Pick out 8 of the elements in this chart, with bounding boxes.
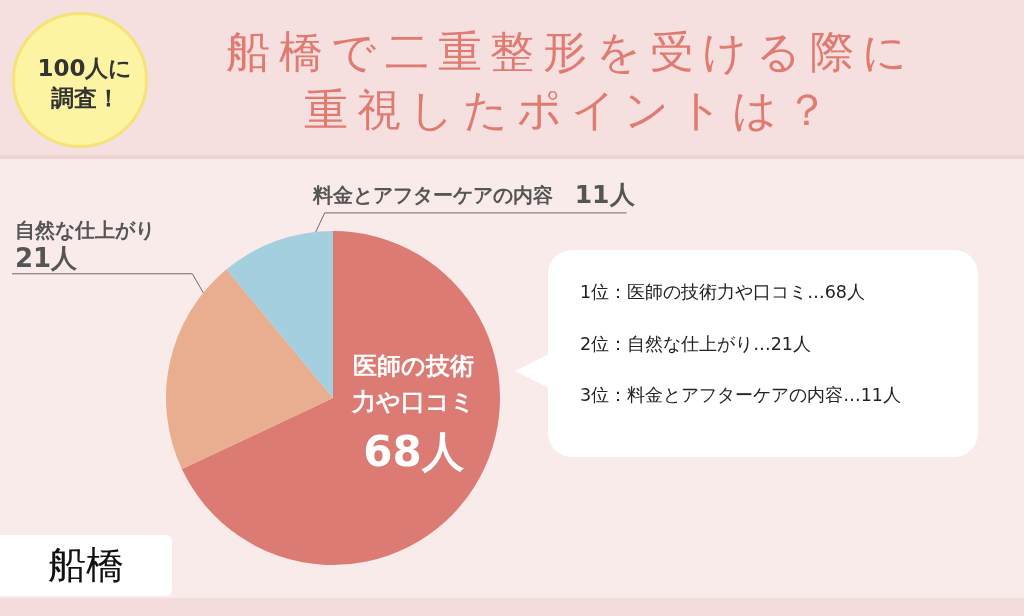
chart-title: 船橋で二重整形を受ける際に重視したポイントは？ <box>224 25 918 137</box>
slice-label: 医師の技術力や口コミ <box>351 351 475 416</box>
data-label: 21人 <box>15 242 79 273</box>
slice-label: 料金とアフターケアの内容 <box>311 182 553 207</box>
label-panel: 船橋 <box>0 535 172 596</box>
slice-label: 自然な仕上がり <box>15 217 155 242</box>
data-label: 68人 <box>363 426 464 476</box>
data-label: 11人 <box>574 179 636 209</box>
